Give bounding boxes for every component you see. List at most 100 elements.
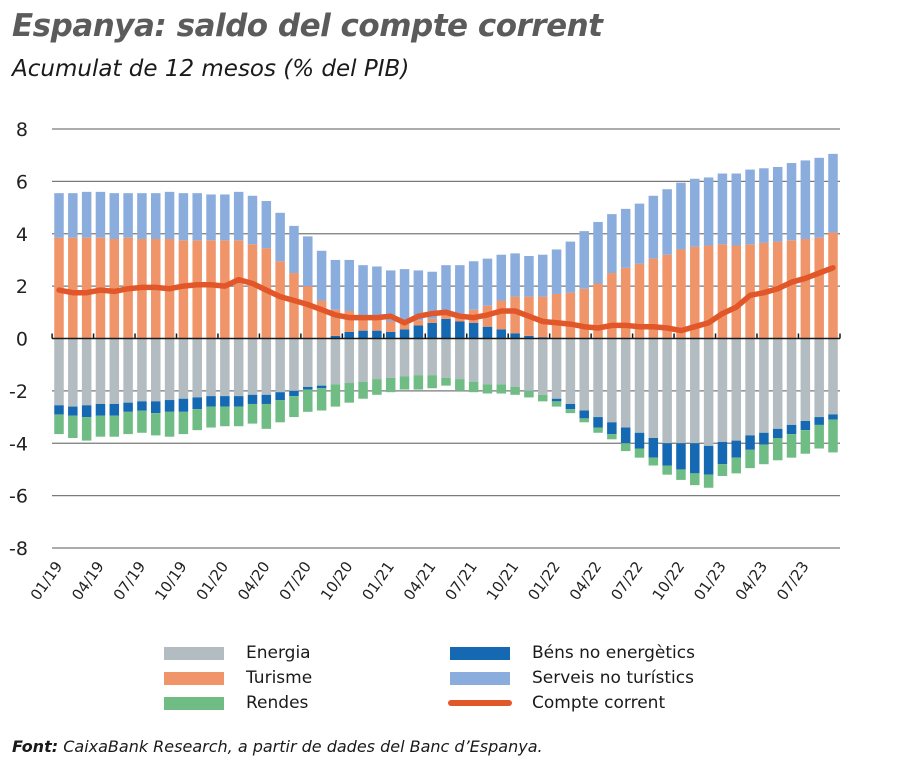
bar-serveis-no-tur-stics: [703, 177, 714, 246]
bar-rendes: [551, 401, 562, 407]
bar-energia: [565, 338, 576, 404]
bar-stack-04/22: [593, 221, 603, 433]
bar-energia: [275, 338, 285, 393]
bar-rendes: [565, 409, 576, 414]
bar-energia: [316, 338, 327, 386]
bar-turisme: [662, 254, 672, 339]
bar-serveis-no-tur-stics: [164, 191, 175, 239]
bar-serveis-no-tur-stics: [620, 208, 631, 268]
current-account-line: [56, 265, 836, 334]
x-tick-label: 10/21: [483, 558, 523, 604]
bar-rendes: [676, 469, 686, 480]
bar-stack-01/20: [220, 194, 230, 427]
bar-stack-10/20: [344, 259, 354, 403]
bar-stack-08/20: [316, 250, 327, 411]
bar-turisme: [731, 245, 741, 339]
bar-serveis-no-tur-stics: [538, 254, 548, 297]
bar-energia: [786, 338, 797, 425]
bar-b-ns-no-energ-tics: [759, 432, 769, 445]
bar-rendes: [482, 384, 493, 394]
bar-rendes: [68, 415, 78, 439]
bar-energia: [676, 338, 686, 444]
bar-b-ns-no-energ-tics: [814, 417, 824, 425]
source-label: Font:: [12, 737, 59, 756]
bar-b-ns-no-energ-tics: [413, 325, 424, 339]
bar-serveis-no-tur-stics: [137, 193, 147, 239]
bar-stack-10/21: [510, 253, 520, 395]
bar-rendes: [634, 448, 645, 458]
bar-serveis-no-tur-stics: [316, 250, 327, 301]
x-tick-label: 04/21: [400, 558, 440, 604]
bar-b-ns-no-energ-tics: [81, 405, 92, 418]
bar-turisme: [510, 296, 520, 334]
bar-stack-08/22: [648, 195, 659, 466]
bar-stack-09/21: [496, 254, 507, 394]
bar-b-ns-no-energ-tics: [275, 392, 285, 401]
bar-turisme: [538, 296, 548, 338]
bar-b-ns-no-energ-tics: [579, 410, 589, 419]
bar-turisme: [579, 288, 589, 339]
bar-rendes: [330, 384, 341, 407]
bar-b-ns-no-energ-tics: [482, 326, 493, 339]
x-axis-ticks: 01/19 04/19 07/19 10/19 01/20 04/20 07/20 10/20…: [27, 558, 813, 604]
legend-swatch-bens-no-energetics: [450, 646, 510, 660]
bar-turisme: [634, 263, 645, 339]
y-tick-label: 2: [16, 276, 28, 298]
bar-serveis-no-tur-stics: [289, 225, 299, 274]
bar-b-ns-no-energ-tics: [455, 321, 465, 339]
bar-stack-04/19: [95, 191, 106, 437]
bar-stack-05/19: [109, 193, 120, 437]
x-tick-label: 07/21: [441, 558, 481, 604]
bar-b-ns-no-energ-tics: [316, 385, 327, 389]
bar-b-ns-no-energ-tics: [745, 435, 755, 450]
bar-serveis-no-tur-stics: [510, 253, 520, 297]
bar-stack-11/22: [690, 178, 700, 486]
bar-stack-09/19: [164, 191, 175, 437]
legend-item-energia: Energia: [164, 643, 311, 663]
bar-energia: [717, 338, 728, 442]
bar-serveis-no-tur-stics: [54, 193, 64, 238]
bar-turisme: [413, 320, 424, 326]
bar-rendes: [247, 403, 258, 424]
bar-turisme: [620, 267, 631, 339]
bar-rendes: [828, 419, 838, 453]
legend-swatch-energia: [164, 646, 224, 660]
bar-energia: [634, 338, 645, 433]
bar-turisme: [648, 258, 659, 339]
x-tick-label: 10/22: [649, 558, 689, 604]
bar-serveis-no-tur-stics: [206, 194, 216, 241]
bar-serveis-no-tur-stics: [593, 221, 603, 284]
bar-turisme: [303, 286, 313, 339]
chart-subtitle: Acumulat de 12 mesos (% del PIB): [12, 56, 410, 82]
bar-energia: [233, 338, 244, 397]
bar-stack-08/23: [814, 157, 824, 449]
legend-label-energia: Energia: [246, 643, 311, 663]
bar-serveis-no-tur-stics: [358, 265, 368, 317]
bar-energia: [593, 338, 603, 418]
bar-energia: [551, 338, 562, 399]
source-note: Font: CaixaBank Research, a partir de da…: [12, 737, 543, 756]
bar-energia: [413, 338, 424, 376]
bar-b-ns-no-energ-tics: [399, 329, 410, 339]
line-compte-corrent: [56, 265, 836, 334]
bar-energia: [220, 338, 230, 397]
bar-serveis-no-tur-stics: [759, 168, 769, 243]
bar-stack-02/22: [565, 241, 576, 414]
bar-energia: [814, 338, 824, 418]
bar-turisme: [178, 240, 189, 339]
bar-b-ns-no-energ-tics: [385, 331, 396, 339]
bar-serveis-no-tur-stics: [717, 173, 728, 245]
bar-turisme: [551, 293, 562, 339]
bar-turisme: [233, 240, 244, 339]
chart-title: Espanya: saldo del compte corrent: [12, 8, 603, 44]
bar-turisme: [261, 248, 272, 339]
bar-stack-11/19: [192, 193, 202, 431]
bar-energia: [344, 338, 354, 384]
bar-turisme: [247, 244, 258, 339]
bar-stack-11/20: [358, 265, 368, 399]
bar-serveis-no-tur-stics: [151, 193, 161, 239]
bar-turisme: [441, 313, 451, 319]
y-tick-label: 8: [16, 119, 28, 141]
bar-b-ns-no-energ-tics: [206, 396, 216, 407]
bar-energia: [662, 338, 672, 444]
